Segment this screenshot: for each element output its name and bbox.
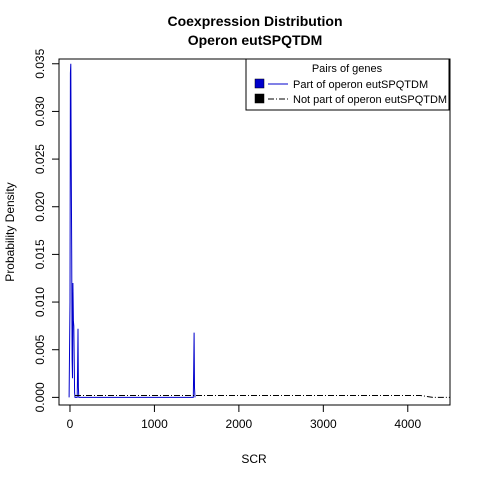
legend-swatch-non-operon (254, 93, 265, 104)
legend-entry-non-operon: Not part of operon eutSPQTDM (293, 94, 447, 106)
plot-frame (58, 58, 451, 406)
y-tick-label: 0.015 (33, 239, 47, 269)
chart-title: Coexpression Distribution (167, 13, 342, 29)
legend-title: Pairs of genes (312, 63, 383, 75)
x-tick-label: 0 (67, 417, 74, 431)
y-tick-label: 0.030 (33, 96, 47, 126)
series-layer (68, 63, 450, 398)
x-tick-label: 3000 (310, 417, 337, 431)
y-tick-label: 0.020 (33, 191, 47, 221)
x-tick-label: 2000 (226, 417, 253, 431)
chart-subtitle: Operon eutSPQTDM (188, 32, 323, 48)
y-tick-label: 0.005 (33, 334, 47, 364)
y-tick-label: 0.010 (33, 287, 47, 317)
series-line-0 (68, 63, 196, 398)
y-tick-label: 0.035 (33, 48, 47, 78)
legend-entry-operon: Part of operon eutSPQTDM (293, 79, 428, 91)
legend: Pairs of genes Part of operon eutSPQTDM … (245, 58, 450, 111)
series-line-1 (75, 395, 450, 398)
x-tick-label: 4000 (394, 417, 421, 431)
y-tick-label: 0.000 (33, 382, 47, 412)
legend-swatch-operon (254, 78, 265, 89)
y-tick-label: 0.025 (33, 144, 47, 174)
x-axis-label: SCR (241, 452, 267, 466)
x-tick-label: 1000 (141, 417, 168, 431)
y-axis-label: Probability Density (3, 182, 17, 281)
y-axis: 0.000 0.005 0.010 0.015 0.020 0.025 0.030 0.035 (33, 48, 60, 412)
x-axis: 0 1000 2000 3000 4000 (67, 404, 421, 431)
